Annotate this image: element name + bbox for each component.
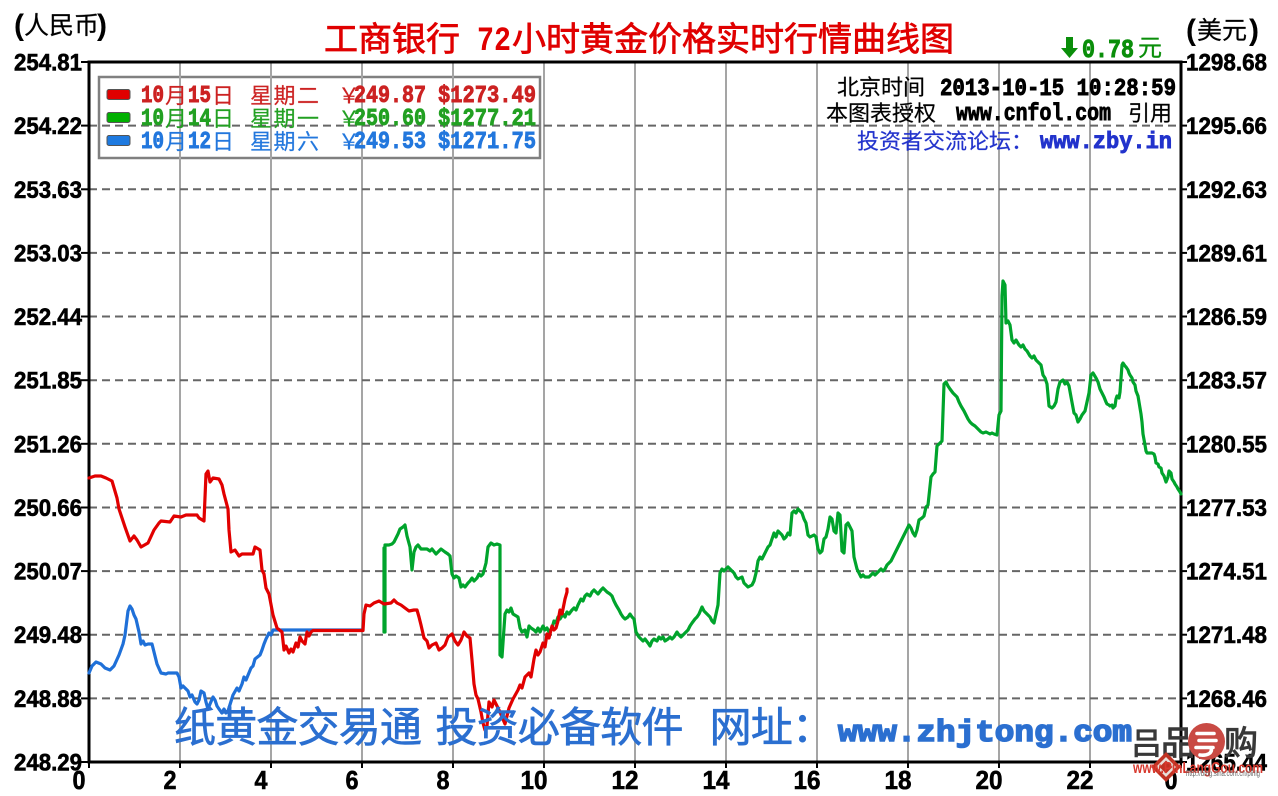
- svg-text:1283.57: 1283.57: [1186, 368, 1267, 395]
- svg-text:254.81: 254.81: [14, 50, 82, 77]
- svg-text:252.44: 252.44: [14, 304, 83, 331]
- svg-text:1298.68: 1298.68: [1186, 50, 1267, 77]
- svg-text:22: 22: [1067, 765, 1094, 795]
- svg-text:10: 10: [141, 83, 164, 110]
- svg-text:18: 18: [885, 765, 912, 795]
- svg-text:249.87: 249.87: [354, 83, 426, 110]
- svg-text:10: 10: [521, 765, 548, 795]
- svg-text:$1277.21: $1277.21: [438, 106, 536, 133]
- svg-text:0.78: 0.78: [1082, 35, 1134, 65]
- svg-text:253.63: 253.63: [14, 177, 82, 204]
- svg-text:1271.48: 1271.48: [1186, 622, 1267, 649]
- svg-text:250.60: 250.60: [354, 106, 426, 133]
- svg-text:$1273.49: $1273.49: [438, 83, 536, 110]
- svg-text:251.26: 251.26: [14, 431, 82, 458]
- svg-text:0: 0: [73, 765, 86, 795]
- svg-text:10: 10: [141, 129, 164, 156]
- svg-text:251.85: 251.85: [14, 368, 82, 395]
- svg-text:1286.59: 1286.59: [1186, 304, 1267, 331]
- svg-text:72: 72: [477, 23, 511, 61]
- svg-text:1280.55: 1280.55: [1186, 431, 1267, 458]
- svg-text:250.66: 250.66: [14, 495, 82, 522]
- svg-text:2013-10-15 10:28:59: 2013-10-15 10:28:59: [940, 76, 1176, 103]
- svg-text:12: 12: [188, 129, 211, 156]
- svg-text:www.zby.in: www.zby.in: [1040, 129, 1172, 155]
- svg-text:249.53: 249.53: [354, 129, 426, 156]
- svg-text:14: 14: [703, 765, 731, 795]
- svg-text:www.zhjtong.com: www.zhjtong.com: [838, 716, 1132, 751]
- svg-text:250.07: 250.07: [14, 559, 82, 586]
- svg-text:): ): [97, 9, 107, 42]
- svg-text:253.03: 253.03: [14, 240, 82, 267]
- svg-text:248.88: 248.88: [14, 686, 82, 713]
- svg-text:http://blog.sina.com.cn/pinlg: http://blog.sina.com.cn/pinlg: [1186, 769, 1260, 778]
- svg-text:248.29: 248.29: [14, 750, 82, 777]
- svg-text:(: (: [1186, 14, 1196, 47]
- svg-text:www.PinLangGou.com: www.PinLangGou.com: [1132, 760, 1263, 777]
- svg-text:249.48: 249.48: [14, 622, 82, 649]
- svg-text:1295.66: 1295.66: [1186, 113, 1267, 140]
- svg-text:12: 12: [612, 765, 639, 795]
- svg-text:20: 20: [976, 765, 1003, 795]
- svg-text:1268.46: 1268.46: [1186, 686, 1267, 713]
- svg-text:): ): [1249, 14, 1259, 47]
- svg-text:14: 14: [188, 106, 211, 133]
- svg-text:4: 4: [255, 765, 268, 795]
- svg-text:$1271.75: $1271.75: [438, 129, 536, 156]
- svg-text:1277.53: 1277.53: [1186, 495, 1267, 522]
- svg-text:1274.51: 1274.51: [1186, 559, 1267, 586]
- svg-text:1289.61: 1289.61: [1186, 240, 1267, 267]
- svg-text:8: 8: [437, 765, 450, 795]
- svg-text:10: 10: [141, 106, 164, 133]
- svg-text:254.22: 254.22: [14, 113, 82, 140]
- svg-text:www.cnfol.com: www.cnfol.com: [956, 101, 1111, 128]
- svg-text:6: 6: [346, 765, 359, 795]
- svg-text:16: 16: [794, 765, 821, 795]
- svg-text:15: 15: [188, 83, 211, 110]
- svg-text:1292.63: 1292.63: [1186, 177, 1267, 204]
- svg-text:2: 2: [164, 765, 177, 795]
- svg-text:(: (: [14, 9, 24, 42]
